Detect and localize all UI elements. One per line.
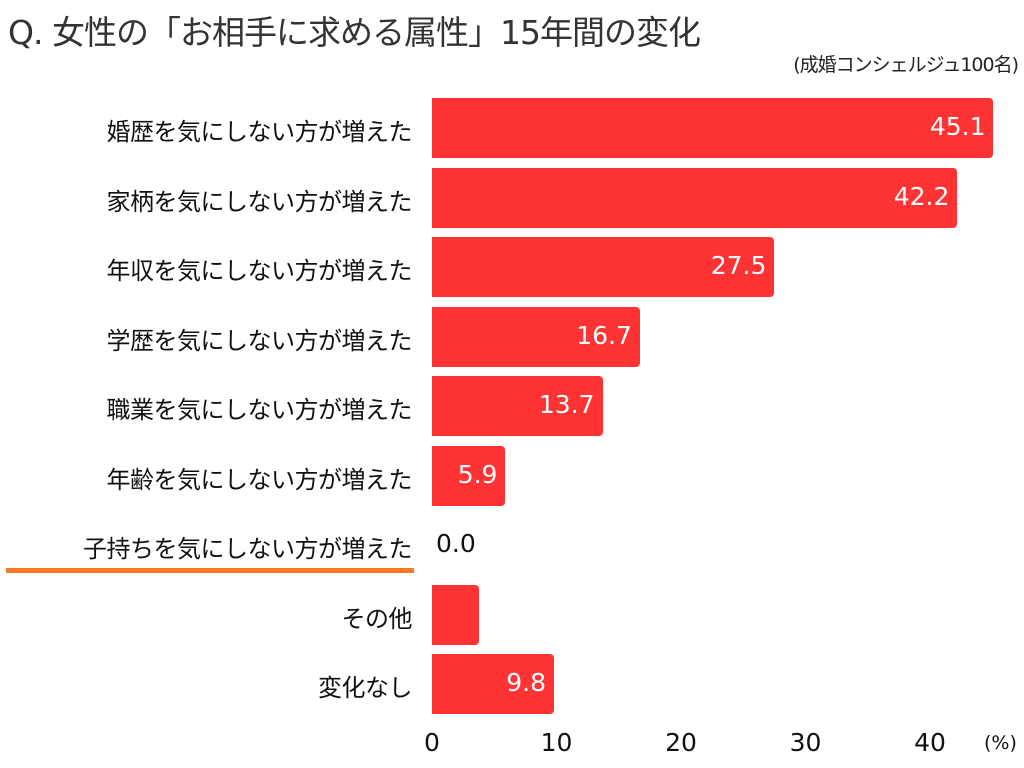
highlight-underline — [6, 568, 414, 573]
value-label: 27.5 — [710, 251, 767, 280]
bar-row: 年齢を気にしない方が増えた 5.9 — [0, 445, 1024, 508]
bar-row: 学歴を気にしない方が増えた 16.7 — [0, 306, 1024, 369]
value-label: 0.0 — [436, 529, 476, 558]
bar-row: 年収を気にしない方が増えた 27.5 — [0, 237, 1024, 299]
chart-title: Q. 女性の「お相手に求める属性」15年間の変化 — [8, 13, 701, 52]
value-label: 13.7 — [538, 390, 595, 419]
bar — [432, 237, 775, 297]
category-label: 年齢を気にしない方が増えた — [106, 465, 413, 494]
category-label: 家柄を気にしない方が増えた — [106, 187, 413, 216]
bar-row: 職業を気にしない方が増えた 13.7 — [0, 376, 1024, 438]
category-label: 変化なし — [318, 674, 413, 702]
bar — [432, 654, 554, 714]
x-tick: 10 — [540, 728, 573, 757]
x-tick: 20 — [665, 728, 697, 757]
category-label: 婚歴を気にしない方が増えた — [106, 118, 413, 146]
category-label: その他 — [341, 604, 413, 633]
bar — [432, 98, 994, 158]
bar — [432, 445, 506, 506]
bar — [432, 306, 640, 367]
x-tick: 0 — [424, 728, 440, 757]
category-label: 学歴を気にしない方が増えた — [106, 326, 413, 355]
bar — [432, 167, 958, 228]
bar — [432, 584, 480, 645]
bar-row: 変化なし 9.8 — [0, 654, 1024, 716]
axis-unit: (%) — [984, 732, 1017, 754]
value-label: 9.8 — [506, 668, 546, 697]
value-label: 5.9 — [457, 459, 498, 489]
value-label: 45.1 — [929, 112, 986, 141]
bar-row: 家柄を気にしない方が増えた 42.2 — [0, 167, 1024, 230]
bar-row: その他 — [0, 584, 1024, 647]
bar-row: 子持ちを気にしない方が増えた 0.0 — [0, 515, 1024, 577]
value-label: 42.2 — [893, 181, 950, 211]
bar — [432, 376, 603, 436]
bar-row: 婚歴を気にしない方が増えた 45.1 — [0, 98, 1024, 160]
chart-subtitle: (成婚コンシェルジュ100名) — [793, 54, 1019, 76]
category-label: 年収を気にしない方が増えた — [106, 257, 413, 285]
category-label: 子持ちを気にしない方が増えた — [83, 535, 413, 563]
category-label: 職業を気にしない方が増えた — [106, 396, 413, 424]
x-tick: 30 — [789, 728, 822, 757]
x-tick: 40 — [914, 728, 946, 757]
value-label: 16.7 — [576, 320, 632, 350]
